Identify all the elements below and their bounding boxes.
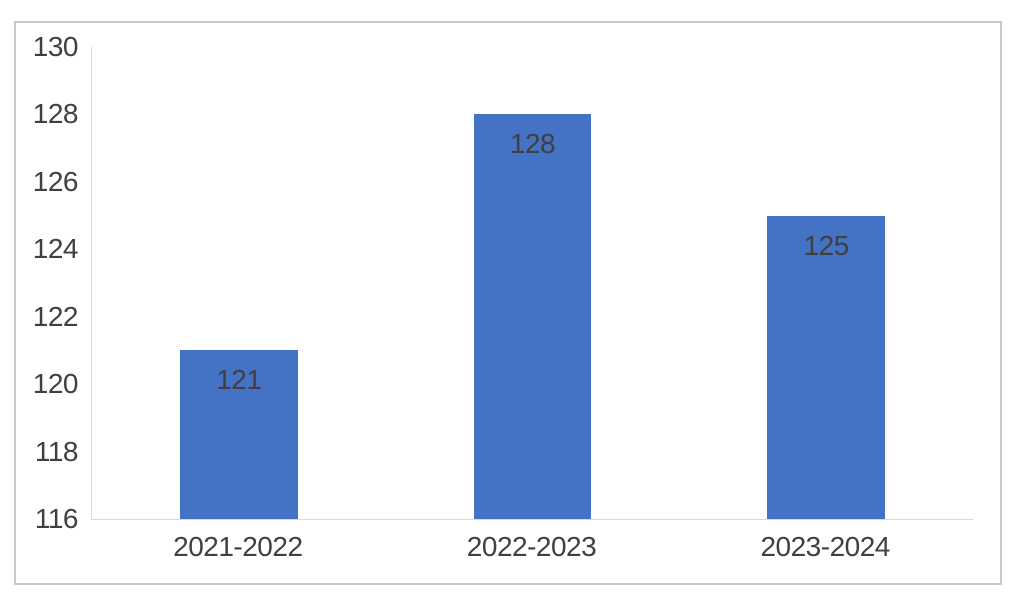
bar[interactable]: 121 xyxy=(180,350,298,519)
x-axis-labels: 2021-2022 2022-2023 2023-2024 xyxy=(91,530,972,564)
y-tick-label: 122 xyxy=(32,300,79,332)
y-tick-label: 126 xyxy=(32,165,79,197)
plot-area: 121 128 125 xyxy=(91,47,973,520)
bar-slot: 128 xyxy=(386,47,680,519)
y-axis-tick-labels: 116 118 120 122 124 126 128 130 xyxy=(16,31,79,534)
y-tick-label: 120 xyxy=(32,368,79,400)
y-tick-label: 118 xyxy=(34,435,79,467)
bar[interactable]: 125 xyxy=(767,215,885,519)
bar[interactable]: 128 xyxy=(473,114,592,519)
bar-slot: 121 xyxy=(92,47,386,519)
x-tick-label: 2023-2024 xyxy=(760,531,890,562)
y-tick-label: 116 xyxy=(34,503,79,534)
bar-data-label: 128 xyxy=(509,128,556,160)
chart-frame: 116 118 120 122 124 126 128 130 121 128 125 2021-… xyxy=(14,21,1002,585)
bar-slot: 125 xyxy=(679,47,973,519)
y-tick-label: 130 xyxy=(32,31,79,62)
y-tick-label: 128 xyxy=(32,98,79,130)
x-tick-label: 2021-2022 xyxy=(173,531,303,562)
bar-data-label: 121 xyxy=(216,364,262,396)
y-tick-label: 124 xyxy=(32,233,79,265)
x-tick-label: 2022-2023 xyxy=(466,531,597,562)
bar-data-label: 125 xyxy=(803,229,850,261)
